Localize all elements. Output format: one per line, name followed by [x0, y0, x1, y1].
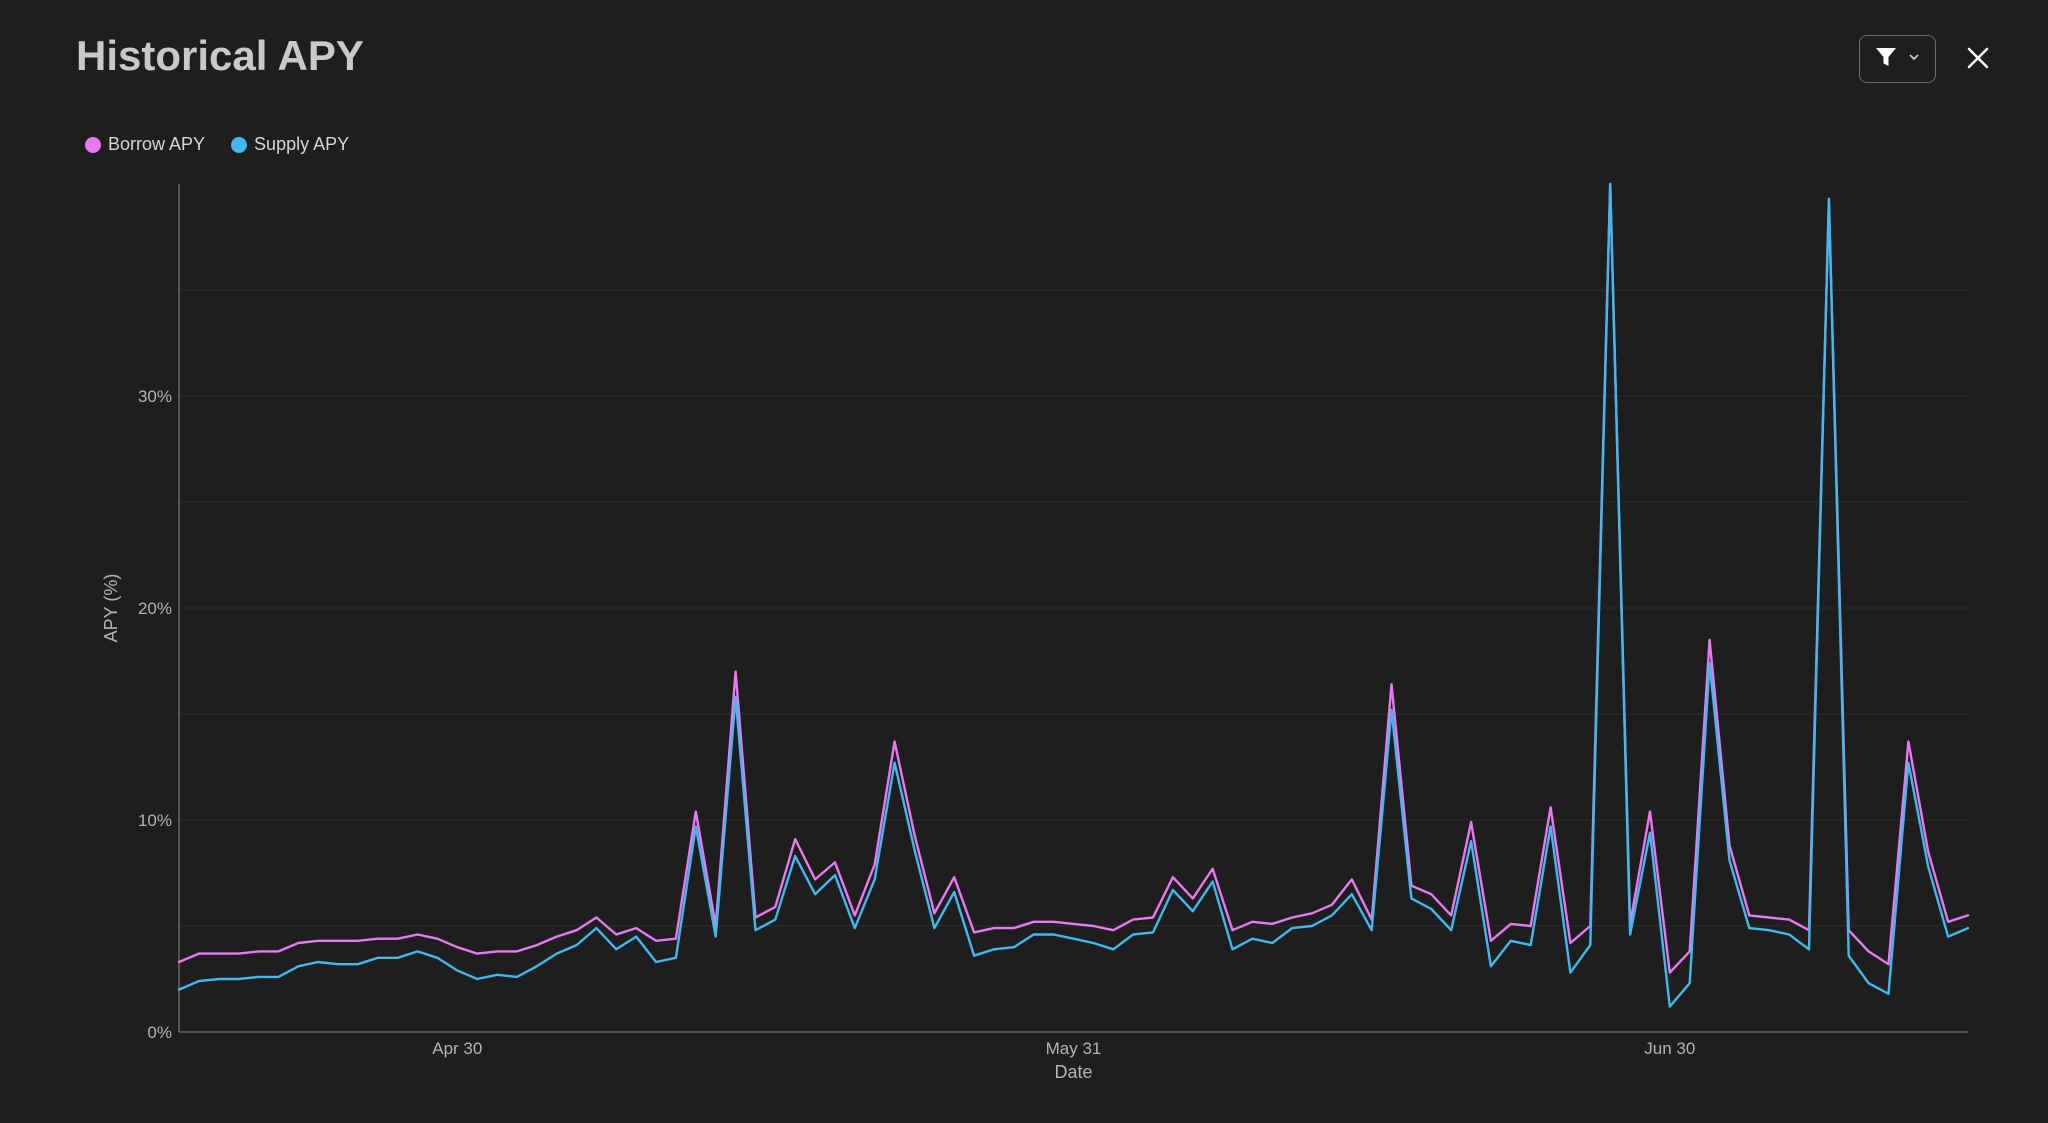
- y-tick-label: 30%: [138, 387, 172, 406]
- legend-item-borrow[interactable]: Borrow APY: [85, 134, 205, 155]
- legend-item-supply[interactable]: Supply APY: [231, 134, 349, 155]
- x-tick-label: Apr 30: [432, 1039, 482, 1058]
- borrow-apy-line: [177, 182, 1970, 974]
- close-button[interactable]: [1962, 44, 1994, 76]
- filter-dropdown-button[interactable]: [1859, 35, 1936, 83]
- x-tick-label: May 31: [1046, 1039, 1102, 1058]
- chart-legend: Borrow APY Supply APY: [85, 134, 349, 155]
- x-axis-title: Date: [1054, 1062, 1092, 1082]
- legend-dot-supply: [231, 136, 248, 153]
- chevron-down-icon: [1907, 50, 1921, 69]
- y-tick-label: 20%: [138, 599, 172, 618]
- page-title: Historical APY: [76, 32, 364, 79]
- legend-label-supply: Supply APY: [254, 134, 350, 154]
- supply-apy-line: [177, 182, 1970, 1008]
- x-tick-label: Jun 30: [1644, 1039, 1695, 1058]
- filter-icon: [1875, 46, 1897, 73]
- legend-dot-borrow: [85, 136, 101, 153]
- y-tick-label: 10%: [138, 811, 172, 830]
- y-tick-label: 0%: [147, 1023, 172, 1042]
- legend-label-borrow: Borrow APY: [108, 134, 206, 154]
- close-icon: [1967, 47, 1989, 74]
- y-axis-title: APY (%): [101, 574, 121, 643]
